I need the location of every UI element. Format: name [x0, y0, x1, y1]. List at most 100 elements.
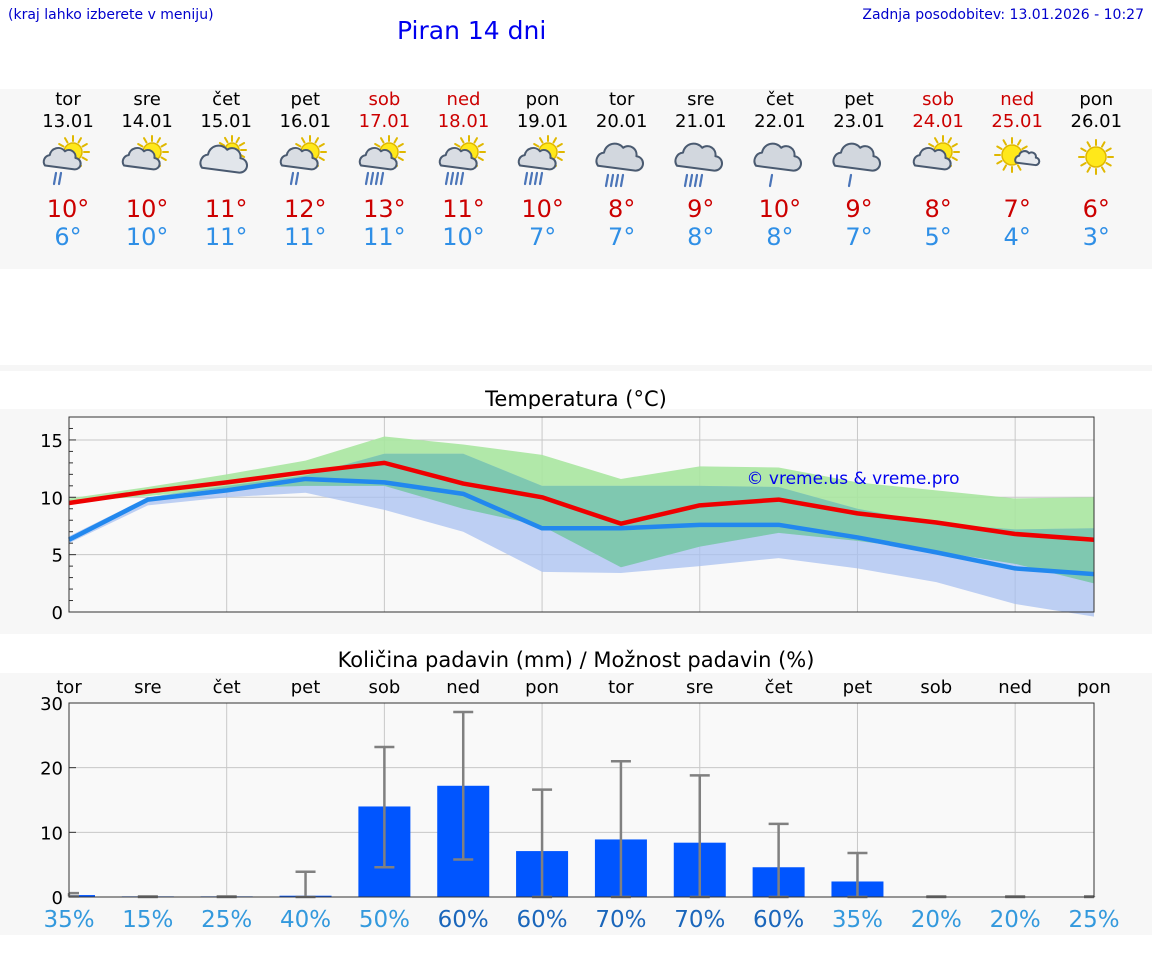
- day-name: tor: [55, 89, 81, 110]
- partly-sunny-heavy-rain-icon: [438, 135, 486, 186]
- precip-bar: [69, 895, 95, 897]
- x-category-label: ned: [998, 677, 1032, 698]
- precip-probability: 15%: [122, 907, 173, 933]
- temperature-chart: 0 5 10 15 © vreme.us & vreme.pro: [0, 409, 1152, 634]
- location-hint: (kraj lahko izberete v meniju): [8, 7, 214, 23]
- watermark: © vreme.us & vreme.pro: [746, 469, 959, 489]
- partly-sunny-rain-icon: [42, 135, 90, 186]
- day-date: 17.01: [358, 111, 411, 132]
- day-date: 20.01: [595, 111, 648, 132]
- cloudy-rain-icon: [753, 142, 802, 188]
- x-category-label: sre: [686, 677, 713, 698]
- x-category-label: pet: [291, 677, 321, 698]
- precip-probability: 70%: [674, 907, 725, 933]
- x-category-label: čet: [765, 677, 793, 698]
- day-date: 22.01: [754, 111, 806, 132]
- precip-probability: 35%: [832, 907, 883, 933]
- day-date: 21.01: [675, 111, 727, 132]
- temp-max: 11°: [442, 195, 485, 223]
- x-category-label: pon: [525, 677, 559, 698]
- day-date: 26.01: [1070, 111, 1123, 132]
- day-date: 18.01: [437, 111, 490, 132]
- x-category-label: sre: [134, 677, 161, 698]
- cloudy-heavy-rain-icon: [595, 142, 644, 188]
- day-name: ned: [446, 89, 481, 110]
- precipitation-chart: tor sre čet pet sob ned pon tor sre čet pet sob ned p…: [0, 673, 1152, 935]
- temp-min: 5°: [924, 223, 952, 251]
- day-column: pet 16.01 12° 11°: [266, 89, 345, 251]
- day-column: čet 15.01 11° 11°: [187, 89, 266, 251]
- day-date: 15.01: [200, 111, 252, 132]
- temp-max: 7°: [1003, 195, 1031, 223]
- temp-max: 8°: [924, 195, 952, 223]
- temp-min: 8°: [766, 223, 794, 251]
- partly-sunny-heavy-rain-icon: [359, 135, 407, 186]
- y-tick-label: 20: [40, 759, 63, 780]
- y-tick-label: 5: [52, 546, 63, 567]
- temp-min: 11°: [284, 223, 327, 251]
- day-name: pet: [844, 89, 874, 110]
- partly-sunny-rain-icon: [280, 135, 328, 186]
- precipitation-chart-title: Količina padavin (mm) / Možnost padavin …: [337, 648, 815, 672]
- temp-min: 10°: [125, 223, 169, 251]
- day-column: čet 22.01 10° 8°: [740, 89, 819, 251]
- cloudy-heavy-rain-icon: [674, 142, 723, 188]
- day-date: 23.01: [833, 111, 885, 132]
- min-temp-line: [67, 476, 1095, 577]
- temp-min: 7°: [845, 223, 873, 251]
- daily-forecast-strip: tor 13.01 10° 6° sre 14.01 10° 10° čet 15.01 11° 11…: [0, 89, 1152, 269]
- day-date: 13.01: [42, 111, 94, 132]
- temp-max: 8°: [608, 195, 636, 223]
- precip-probability: 60%: [753, 907, 804, 933]
- day-column: ned 25.01 7° 4°: [978, 89, 1057, 251]
- cloudy-sun-icon: [199, 135, 249, 174]
- temp-min: 6°: [54, 223, 82, 251]
- plot-area: [69, 703, 1094, 897]
- precip-probability: 50%: [359, 907, 410, 933]
- x-category-label: sob: [368, 677, 400, 698]
- y-tick-label: 15: [40, 431, 63, 452]
- day-name: sre: [133, 89, 161, 110]
- y-tick-label: 10: [40, 823, 63, 844]
- day-name: sre: [687, 89, 715, 110]
- temp-min: 4°: [1003, 223, 1031, 251]
- day-column: sre 14.01 10° 10°: [108, 89, 187, 251]
- precip-probability: 20%: [911, 907, 962, 933]
- cloudy-rain-icon: [832, 142, 882, 188]
- plot-frame: [68, 416, 1095, 613]
- precip-error-bar: [453, 710, 474, 861]
- x-category-label: sob: [920, 677, 952, 698]
- plot-frame: [68, 702, 1095, 898]
- day-name: ned: [1000, 89, 1035, 110]
- day-name: čet: [765, 89, 794, 110]
- temp-min: 11°: [204, 223, 248, 251]
- temp-min: 8°: [687, 223, 715, 251]
- day-column: pet 23.01 9° 7°: [820, 89, 899, 251]
- day-date: 16.01: [279, 111, 332, 132]
- sunny-icon: [1078, 139, 1115, 175]
- day-name: tor: [608, 89, 635, 110]
- day-column: sob 24.01 8° 5°: [899, 89, 978, 251]
- partly-sunny-heavy-rain-icon: [517, 135, 565, 186]
- temp-max: 10°: [521, 195, 564, 223]
- day-column: tor 20.01 8° 7°: [582, 89, 661, 251]
- temp-max: 12°: [284, 195, 327, 223]
- temp-max: 10°: [46, 195, 90, 223]
- temp-max: 10°: [758, 195, 802, 223]
- precip-probability: 25%: [201, 907, 252, 933]
- last-updated: Zadnja posodobitev: 13.01.2026 - 10:27: [862, 7, 1144, 23]
- temp-min: 10°: [442, 223, 485, 251]
- section-divider: [0, 365, 1152, 371]
- max-temp-line: [68, 460, 1095, 542]
- partly-sunny-cloud-icon: [912, 135, 961, 171]
- day-date: 25.01: [991, 111, 1043, 132]
- x-category-label: tor: [56, 677, 82, 698]
- temperature-chart-title: Temperatura (°C): [485, 387, 667, 411]
- day-column: pon 26.01 6° 3°: [1057, 89, 1136, 251]
- day-column: pon 19.01 10° 7°: [503, 89, 582, 251]
- x-category-label: ned: [446, 677, 480, 698]
- precip-probability: 60%: [438, 907, 489, 933]
- temp-max: 9°: [687, 195, 715, 223]
- temp-min: 3°: [1082, 223, 1110, 251]
- precip-probability: 35%: [43, 907, 94, 933]
